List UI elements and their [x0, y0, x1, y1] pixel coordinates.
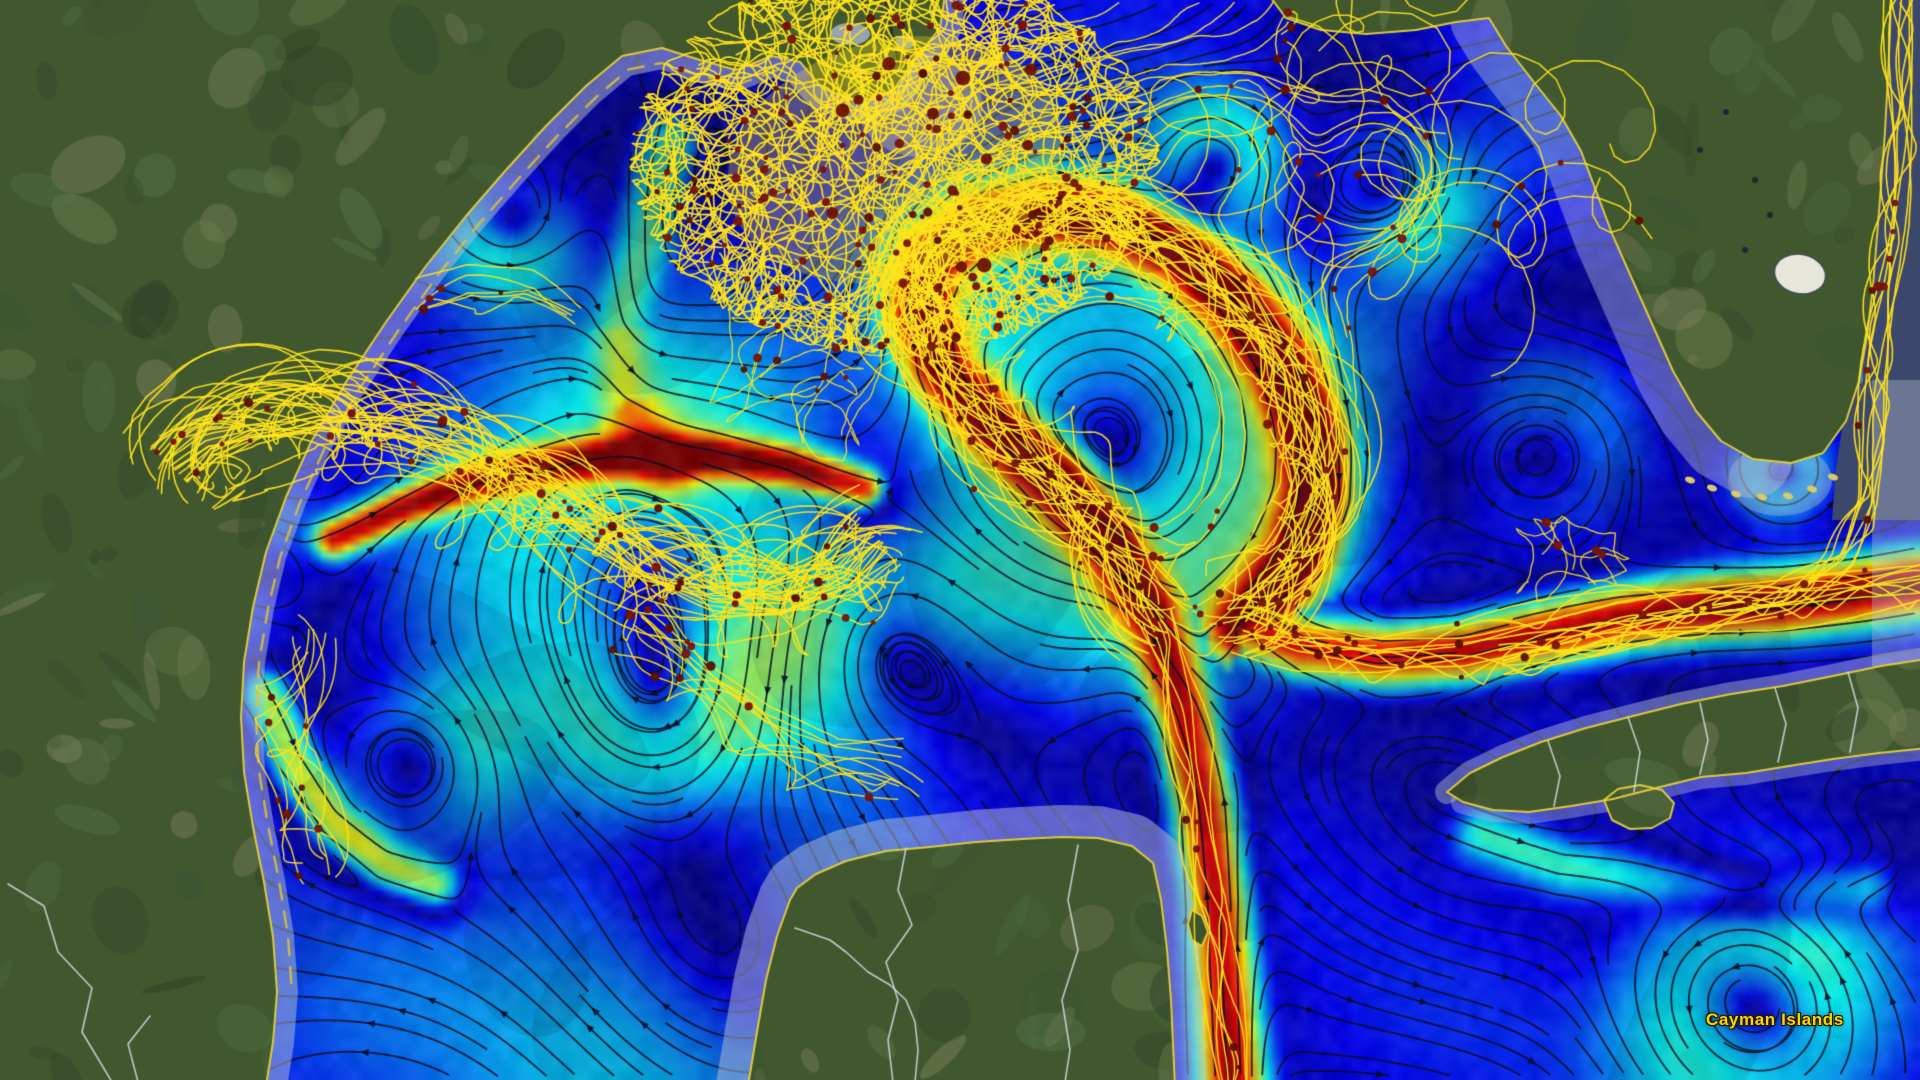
- map-viewport[interactable]: Cayman Islands: [0, 0, 1920, 1080]
- ocean-current-map-canvas: [0, 0, 1920, 1080]
- map-label-cayman-islands: Cayman Islands: [1706, 1010, 1844, 1030]
